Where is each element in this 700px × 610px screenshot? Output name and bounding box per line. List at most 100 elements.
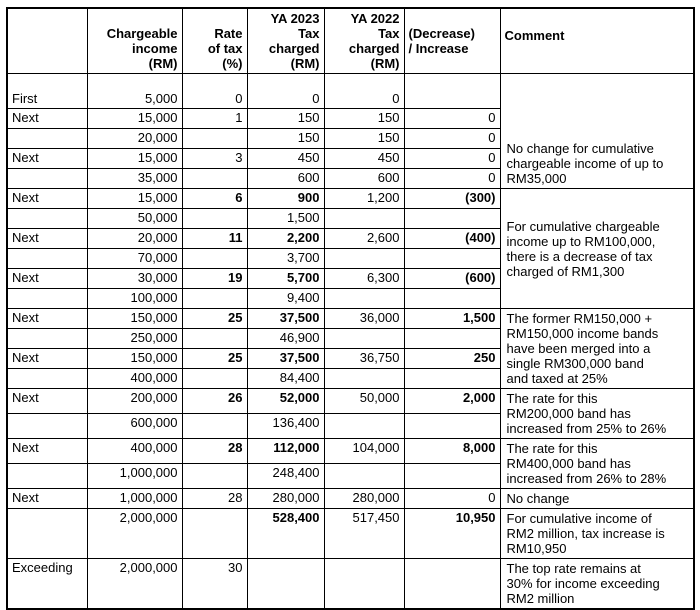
- cell-ya2023-tax: 3,700: [246, 248, 325, 269]
- cell-decrease-increase: 8,000: [403, 438, 501, 464]
- cell-income: 30,000: [86, 268, 183, 289]
- cell-rate: 30: [181, 558, 248, 610]
- cell-decrease-increase: [403, 328, 501, 349]
- cell-rate: 28: [181, 488, 248, 509]
- cell-income: 150,000: [86, 308, 183, 329]
- cell-comment: The former RM150,000 + RM150,000 income …: [499, 308, 695, 389]
- cell-ya2022-tax: [323, 558, 405, 610]
- cell-ya2022-tax: 150: [323, 108, 405, 129]
- cell-ya2023-tax: 450: [246, 148, 325, 169]
- table-row: First 5,000 0 0 0 No change for cumulative ch…: [6, 73, 695, 189]
- cell-decrease-increase: (400): [403, 228, 501, 249]
- cell-income: 2,000,000: [86, 558, 183, 610]
- cell-ya2022-tax: 150: [323, 128, 405, 149]
- cell-ya2023-tax: 1,500: [246, 208, 325, 229]
- cell-ya2022-tax: 1,200: [323, 188, 405, 209]
- table-row: 250,000 46,900: [6, 328, 694, 349]
- cell-band-label: Next: [6, 438, 88, 464]
- cell-band-label: [6, 463, 88, 489]
- table-row: Next 15,000 3 450 450 0: [6, 148, 694, 169]
- table-row: 600,000 136,400: [6, 413, 694, 439]
- cell-ya2022-tax: 2,600: [323, 228, 405, 249]
- cell-decrease-increase: [403, 368, 501, 389]
- cell-decrease-increase: 0: [403, 488, 501, 509]
- cell-rate: [181, 368, 248, 389]
- cell-band-label: First: [6, 73, 88, 109]
- cell-band-label: Next: [6, 148, 88, 169]
- cell-rate: 19: [181, 268, 248, 289]
- cell-ya2023-tax: 112,000: [246, 438, 325, 464]
- cell-decrease-increase: [403, 208, 501, 229]
- table-row: Next 150,000 25 37,500 36,000 1,500 The former…: [6, 308, 695, 389]
- cell-band-label: Next: [6, 228, 88, 249]
- table-row: 400,000 84,400: [6, 368, 694, 389]
- cell-ya2023-tax: 150: [246, 128, 325, 149]
- cell-ya2022-tax: 0: [323, 73, 405, 109]
- tax-comparison-table: Chargeable income (RM) Rate of tax (%) Y…: [6, 7, 695, 610]
- cell-comment: The top rate remains at 30% for income e…: [499, 558, 695, 610]
- cell-rate: [181, 168, 248, 189]
- header-rate-of-tax: Rate of tax (%): [181, 7, 248, 74]
- cell-ya2022-tax: [323, 208, 405, 229]
- cell-ya2022-tax: 450: [323, 148, 405, 169]
- cell-ya2023-tax: 150: [246, 108, 325, 129]
- cell-decrease-increase: (300): [403, 188, 501, 209]
- cell-income: 400,000: [86, 438, 183, 464]
- cell-rate: [181, 128, 248, 149]
- cell-band-label: [6, 248, 88, 269]
- cell-decrease-increase: [403, 558, 501, 610]
- cell-decrease-increase: 0: [403, 128, 501, 149]
- cell-rate: 1: [181, 108, 248, 129]
- cell-income: 15,000: [86, 148, 183, 169]
- cell-rate: 25: [181, 308, 248, 329]
- cell-decrease-increase: [403, 413, 501, 439]
- cell-decrease-increase: 1,500: [403, 308, 501, 329]
- cell-band-label: Next: [6, 108, 88, 129]
- table-row: 2,000,000 528,400 517,450 10,950 For cumulat…: [6, 508, 695, 559]
- cell-band-label: Exceeding: [6, 558, 88, 610]
- table-body: First 5,000 0 0 0 No change for cumulative ch…: [6, 73, 695, 610]
- cell-income: 250,000: [86, 328, 183, 349]
- table-row: Next 150,000 25 37,500 36,750 250: [6, 348, 694, 369]
- cell-ya2023-tax: 84,400: [246, 368, 325, 389]
- cell-income: 200,000: [86, 388, 183, 414]
- cell-ya2023-tax: 2,200: [246, 228, 325, 249]
- cell-comment: No change: [499, 488, 695, 509]
- cell-rate: 6: [181, 188, 248, 209]
- cell-income: 50,000: [86, 208, 183, 229]
- header-decrease-increase: (Decrease) / Increase: [403, 7, 501, 74]
- header-chargeable-income: Chargeable income (RM): [86, 7, 183, 74]
- cell-rate: [181, 288, 248, 309]
- cell-band-label: [6, 128, 88, 149]
- cell-band-label: [6, 288, 88, 309]
- cell-ya2023-tax: 37,500: [246, 308, 325, 329]
- cell-income: 35,000: [86, 168, 183, 189]
- header-row: Chargeable income (RM) Rate of tax (%) Y…: [6, 7, 695, 74]
- cell-ya2023-tax: 136,400: [246, 413, 325, 439]
- cell-band-label: [6, 508, 88, 559]
- cell-rate: [181, 508, 248, 559]
- cell-income: 15,000: [86, 188, 183, 209]
- cell-comment: The rate for this RM400,000 band has inc…: [499, 438, 695, 489]
- table-row: Next 200,000 26 52,000 50,000 2,000 The rate f…: [6, 388, 695, 439]
- cell-ya2023-tax: 46,900: [246, 328, 325, 349]
- cell-ya2023-tax: 528,400: [246, 508, 325, 559]
- cell-ya2023-tax: 248,400: [246, 463, 325, 489]
- cell-ya2022-tax: 50,000: [323, 388, 405, 414]
- cell-comment: No change for cumulative chargeable inco…: [499, 73, 695, 189]
- cell-income: 1,000,000: [86, 488, 183, 509]
- cell-ya2023-tax: 0: [246, 73, 325, 109]
- table-row: Exceeding 2,000,000 30 The top rate remains…: [6, 558, 695, 610]
- cell-band-label: Next: [6, 488, 88, 509]
- cell-income: 20,000: [86, 128, 183, 149]
- cell-comment: For cumulative income of RM2 million, ta…: [499, 508, 695, 559]
- cell-ya2022-tax: 36,000: [323, 308, 405, 329]
- table-row: Next 400,000 28 112,000 104,000 8,000 The rate…: [6, 438, 695, 489]
- cell-ya2022-tax: [323, 413, 405, 439]
- cell-band-label: [6, 328, 88, 349]
- cell-income: 2,000,000: [86, 508, 183, 559]
- cell-ya2022-tax: [323, 248, 405, 269]
- cell-band-label: [6, 208, 88, 229]
- cell-ya2023-tax: 600: [246, 168, 325, 189]
